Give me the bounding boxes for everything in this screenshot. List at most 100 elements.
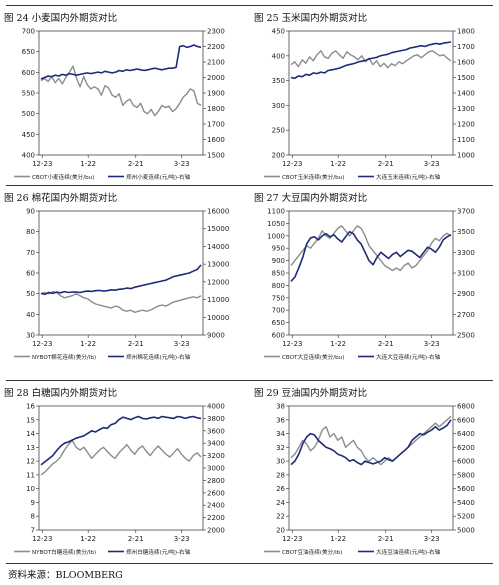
left-tick-label: 650 <box>22 48 35 56</box>
x-tick-label: 12-23 <box>32 160 52 168</box>
chart-svg: 20 22 24 26 28 30 32 34 36 38 5000 5200 5400 5600 5800… <box>264 403 475 556</box>
right-tick-label: 3000 <box>207 465 225 473</box>
series-line-domestic <box>290 419 452 466</box>
chart-title: 图 29 豆油国内外期货对比 <box>254 388 368 399</box>
right-tick-label: 2100 <box>207 59 225 67</box>
x-tick-label: 2-21 <box>378 160 394 168</box>
right-tick-label: 1500 <box>457 74 475 82</box>
source-note: 资料来源：BLOOMBERG <box>8 570 123 581</box>
right-tick-label: 1400 <box>457 90 475 98</box>
left-tick-label: 700 <box>22 28 35 36</box>
left-tick-label: 70 <box>26 249 35 257</box>
left-tick-label: 26 <box>276 485 285 493</box>
x-tick-label: 1-22 <box>330 160 346 168</box>
left-tick-label: 900 <box>272 257 285 265</box>
right-tick-label: 1500 <box>207 152 225 160</box>
right-tick-label: 5000 <box>457 527 475 535</box>
series-line-domestic <box>40 44 202 80</box>
left-tick-label: 15 <box>26 416 35 424</box>
right-tick-label: 1700 <box>207 121 225 129</box>
left-tick-label: 350 <box>272 77 285 85</box>
left-tick-label: 80 <box>26 228 35 236</box>
right-tick-label: 5600 <box>457 485 475 493</box>
left-tick-label: 34 <box>276 430 285 438</box>
left-tick-label: 60 <box>26 270 35 278</box>
left-tick-label: 1000 <box>267 232 285 240</box>
left-tick-label: 22 <box>276 513 285 521</box>
right-tick-label: 2000 <box>207 527 225 535</box>
right-tick-label: 1600 <box>457 59 475 67</box>
series-line-foreign <box>40 65 202 117</box>
legend-label: CBOT大豆连续(美分/bu) <box>282 353 344 361</box>
plot-frame <box>288 405 454 531</box>
series-line-domestic <box>40 415 202 466</box>
left-tick-label: 7 <box>31 527 35 535</box>
left-tick-label: 38 <box>276 403 285 411</box>
legend-label: 大连豆油连续(元/吨)-右轴 <box>376 548 441 556</box>
right-tick-label: 2500 <box>457 332 475 340</box>
chart-title: 图 28 白糖国内外期货对比 <box>4 388 118 399</box>
legend-label: CBOT小麦连续(美分/bu) <box>32 173 94 181</box>
right-tick-label: 14000 <box>207 243 229 251</box>
legend-label: CBOT玉米连续(美分/bu) <box>282 173 344 181</box>
right-tick-label: 1300 <box>457 105 475 113</box>
series-line-foreign <box>40 439 202 476</box>
chart-title: 图 26 棉花国内外期货对比 <box>4 193 118 204</box>
plot-frame <box>288 210 454 336</box>
chart-svg: 30 40 50 60 70 80 90 9000 10000 11000 12000 13000 14… <box>14 208 229 361</box>
left-tick-label: 11 <box>26 471 35 479</box>
right-tick-label: 2200 <box>207 514 225 522</box>
left-tick-label: 750 <box>272 294 285 302</box>
right-tick-label: 2000 <box>207 74 225 82</box>
x-tick-label: 1-22 <box>80 160 96 168</box>
right-tick-label: 3100 <box>457 270 475 278</box>
left-tick-label: 20 <box>276 527 285 535</box>
left-tick-label: 550 <box>22 90 35 98</box>
left-tick-label: 50 <box>26 290 35 298</box>
chart-svg: 200 250 300 350 400 450 1000 1100 1200 1300 1400 15… <box>264 28 475 181</box>
legend-label: 大连大豆连续(元/吨)-右轴 <box>376 353 441 361</box>
x-tick-label: 12-23 <box>32 535 52 543</box>
x-tick-label: 3-23 <box>174 340 190 348</box>
series-line-domestic <box>290 230 452 282</box>
right-tick-label: 5200 <box>457 513 475 521</box>
left-tick-label: 9 <box>31 499 35 507</box>
right-tick-label: 1800 <box>457 28 475 36</box>
chart-svg: 400 450 500 550 600 650 700 1500 1600 1700 1800 190… <box>14 28 225 181</box>
right-tick-label: 3300 <box>457 249 475 257</box>
chart-svg: 7 8 9 10 11 12 13 14 15 16 2000 2200 2400 2600 2800 300… <box>14 403 225 556</box>
legend-label: 郑州棉花连续(元/吨)-右轴 <box>126 353 191 361</box>
right-tick-label: 3500 <box>457 228 475 236</box>
plot-frame <box>288 30 454 156</box>
left-tick-label: 24 <box>276 499 285 507</box>
left-tick-label: 700 <box>272 307 285 315</box>
right-tick-label: 5400 <box>457 499 475 507</box>
right-tick-label: 2900 <box>457 290 475 298</box>
left-tick-label: 650 <box>272 319 285 327</box>
right-tick-label: 3800 <box>207 415 225 423</box>
right-tick-label: 5800 <box>457 471 475 479</box>
chart-panel-28: 图 28 白糖国内外期货对比 7 8 9 10 11 12 13 14 15 16 2000 2200 2… <box>0 383 243 573</box>
right-tick-label: 1600 <box>207 136 225 144</box>
left-tick-label: 90 <box>26 208 35 216</box>
x-tick-label: 2-21 <box>128 340 144 348</box>
chart-title: 图 25 玉米国内外期货对比 <box>254 13 368 24</box>
left-tick-label: 12 <box>26 458 35 466</box>
x-tick-label: 2-21 <box>128 535 144 543</box>
right-tick-label: 2600 <box>207 489 225 497</box>
right-tick-label: 13000 <box>207 261 229 269</box>
series-line-foreign <box>40 290 202 314</box>
legend-label: NYBOT棉花连续(美分/lb) <box>32 353 96 361</box>
left-tick-label: 600 <box>272 332 285 340</box>
right-tick-label: 2700 <box>457 311 475 319</box>
left-tick-label: 450 <box>22 131 35 139</box>
left-tick-label: 300 <box>272 102 285 110</box>
right-tick-label: 3200 <box>207 452 225 460</box>
x-tick-label: 2-21 <box>378 535 394 543</box>
chart-title: 图 24 小麦国内外期货对比 <box>4 13 118 24</box>
x-tick-label: 3-23 <box>424 160 440 168</box>
legend-label: 郑州小麦连续(元/吨)-右轴 <box>126 173 191 181</box>
left-tick-label: 850 <box>272 270 285 278</box>
right-tick-label: 1700 <box>457 43 475 51</box>
right-tick-label: 15000 <box>207 225 229 233</box>
